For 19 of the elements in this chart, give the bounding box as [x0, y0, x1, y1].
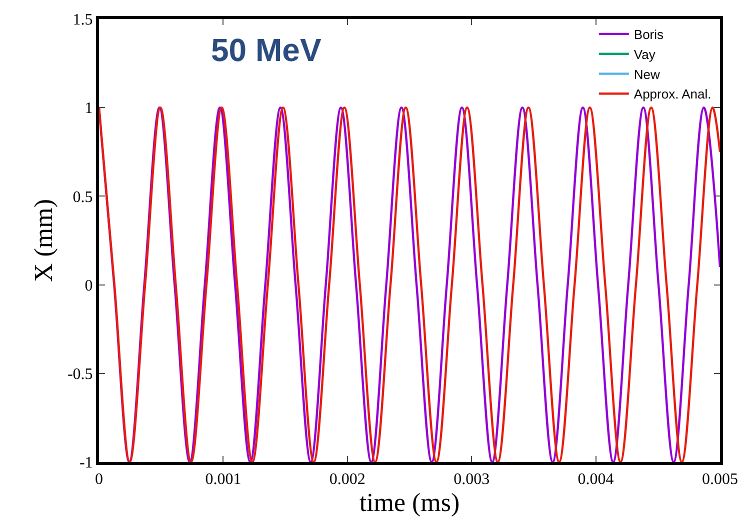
legend-label: Approx. Anal. — [634, 86, 712, 102]
y-tick-label: 0 — [84, 277, 93, 294]
x-tick-label: 0.003 — [454, 471, 490, 488]
y-tick-label: -1 — [79, 454, 93, 472]
y-tick-label: 1.5 — [72, 12, 93, 29]
y-axis-title: X (mm) — [28, 198, 58, 282]
y-tick-label: -0.5 — [67, 366, 93, 383]
x-tick-label: 0.002 — [329, 471, 366, 488]
y-tick-label: 0.5 — [72, 188, 93, 206]
line-series — [99, 106, 720, 462]
legend-label: New — [634, 66, 661, 82]
x-axis-title: time (ms) — [359, 488, 460, 518]
text: 50 MeV — [211, 32, 322, 68]
x-tick-label: 0.004 — [578, 471, 614, 488]
x-tick-label: 0.001 — [205, 471, 242, 488]
y-tick-label: 1 — [84, 100, 93, 118]
x-tick-label: 0.005 — [702, 471, 738, 488]
legend-label: Boris — [634, 27, 664, 42]
legend-label: Vay — [634, 46, 656, 62]
